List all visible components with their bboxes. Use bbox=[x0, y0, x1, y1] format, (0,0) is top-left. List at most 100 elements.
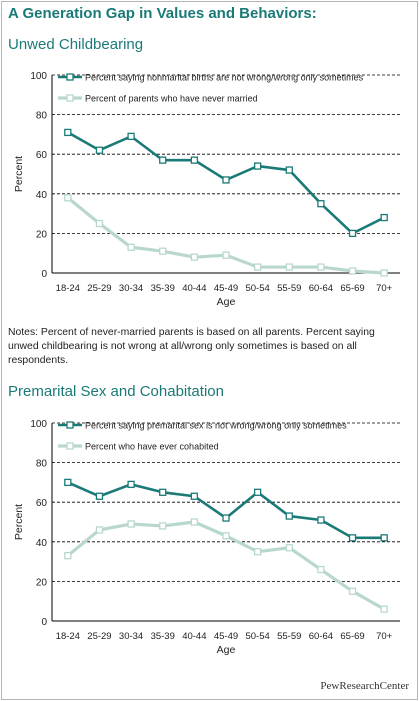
chart1-series-1-point bbox=[64, 128, 72, 137]
chart2-x-tick-label: 45-49 bbox=[214, 631, 238, 642]
chart2-x-tick-label: 65-69 bbox=[340, 631, 364, 642]
chart1-series-1-point bbox=[222, 176, 230, 184]
chart2-series-1-point bbox=[285, 512, 293, 520]
chart2-series-2-point bbox=[64, 552, 72, 560]
chart1-x-tick-label: 45-49 bbox=[214, 283, 238, 294]
chart2-y-tick-label: 0 bbox=[41, 617, 47, 628]
chart1-series-1-point bbox=[190, 156, 199, 164]
chart1-series-2-point bbox=[222, 251, 230, 259]
chart2-x-tick-label: 40-44 bbox=[182, 631, 206, 642]
chart2-y-axis-label: Percent bbox=[13, 504, 25, 540]
chart2-series-1-point bbox=[159, 488, 167, 496]
chart2-series-1-point bbox=[348, 534, 357, 542]
chart1-unwed-childbearing: 0 20 40 60 80 100 18-24 25-29 30-34 35-39 40-44 45-… bbox=[13, 71, 400, 308]
chart1-x-tick-label: 50-54 bbox=[245, 283, 269, 294]
chart2-x-axis-label: Age bbox=[217, 644, 236, 656]
chart1-legend-marker-2 bbox=[66, 94, 74, 102]
chart2-series-2-point bbox=[222, 532, 230, 540]
chart2-series-2-point bbox=[190, 518, 199, 526]
page-title: A Generation Gap in Values and Behaviors… bbox=[8, 5, 317, 22]
chart2-series-1-point bbox=[253, 488, 262, 496]
chart1-x-tick-label: 30-34 bbox=[119, 283, 143, 294]
chart2-series-2-point bbox=[127, 520, 135, 528]
chart2-y-tick-label: 40 bbox=[36, 538, 48, 549]
chart1-series-2-point bbox=[190, 253, 199, 261]
chart1-series-2-point bbox=[317, 263, 325, 271]
chart1-legend-entry-2: Percent of parents who have never marrie… bbox=[85, 94, 258, 104]
chart2-legend-entry-1: Percent saying premarital sex is not wro… bbox=[85, 421, 347, 431]
chart2-legend-marker-2 bbox=[66, 442, 74, 450]
chart2-series-1-point bbox=[317, 516, 325, 524]
chart1-y-axis-label: Percent bbox=[13, 156, 25, 192]
chart2-x-tick-label: 70+ bbox=[376, 631, 393, 642]
chart1-series-2-point bbox=[159, 247, 167, 255]
chart2-series-2-point bbox=[159, 522, 167, 530]
chart2-legend-entry-2: Percent who have ever cohabited bbox=[85, 442, 219, 452]
chart1-series-1-point bbox=[95, 146, 104, 154]
chart1-x-tick-label: 25-29 bbox=[87, 283, 111, 294]
chart2-series-1-line bbox=[67, 481, 385, 540]
chart1-series-1-point bbox=[348, 229, 357, 238]
chart1-series-2-point bbox=[127, 243, 135, 251]
chart2-series-2-point bbox=[348, 587, 357, 595]
chart2-x-tick-label: 50-54 bbox=[245, 631, 269, 642]
chart2-y-tick-label: 20 bbox=[36, 577, 48, 588]
chart1-x-tick-label: 65-69 bbox=[340, 283, 364, 294]
chart1-legend-marker-1 bbox=[66, 73, 74, 81]
chart2-y-tick-label: 80 bbox=[36, 459, 48, 470]
chart1-series-1-point bbox=[285, 166, 293, 174]
chart1-y-tick-label: 20 bbox=[36, 229, 48, 240]
chart2-series-2-point bbox=[317, 565, 325, 574]
chart2-x-tick-label: 55-59 bbox=[277, 631, 301, 642]
chart1-y-tick-label: 40 bbox=[36, 190, 48, 201]
chart2-series-1-point bbox=[190, 492, 199, 500]
chart2-legend-marker-1 bbox=[66, 421, 74, 429]
chart1-legend-entry-1: Percent saying nonmarital births are not… bbox=[85, 73, 364, 83]
source-credit: PewResearchCenter bbox=[320, 680, 409, 692]
chart1-x-tick-label: 35-39 bbox=[151, 283, 175, 294]
chart1-x-tick-label: 40-44 bbox=[182, 283, 206, 294]
chart1-x-tick-label: 60-64 bbox=[309, 283, 333, 294]
chart1-series-1-point bbox=[159, 156, 167, 164]
chart2-series-1-point bbox=[380, 534, 388, 542]
chart2-title: Premarital Sex and Cohabitation bbox=[8, 383, 224, 400]
chart1-x-tick-label: 55-59 bbox=[277, 283, 301, 294]
chart-notes: Notes: Percent of never-married parents … bbox=[8, 327, 375, 366]
chart1-x-axis-label: Age bbox=[217, 296, 236, 308]
chart1-series-2-point bbox=[285, 263, 293, 271]
chart1-series-2-line bbox=[66, 196, 385, 275]
chart2-series-1-point bbox=[64, 478, 72, 487]
chart1-y-tick-label: 80 bbox=[36, 111, 48, 122]
chart2-premarital-sex-cohabitation: 0 20 40 60 80 100 18-24 25-29 30-34 35-39 40-44 45-… bbox=[13, 419, 400, 656]
chart2-series-1-point bbox=[127, 480, 135, 489]
chart2-series-2-point bbox=[95, 526, 104, 534]
chart1-x-tick-label: 70+ bbox=[376, 283, 393, 294]
chart2-series-2-point bbox=[285, 544, 293, 552]
chart2-x-tick-label: 18-24 bbox=[56, 631, 80, 642]
chart1-x-tick-label: 18-24 bbox=[56, 283, 80, 294]
chart1-y-tick-label: 60 bbox=[36, 150, 48, 161]
chart2-x-tick-label: 60-64 bbox=[309, 631, 333, 642]
chart2-series-1-point bbox=[222, 514, 230, 522]
chart1-series-2-point bbox=[380, 269, 388, 277]
chart1-series-1-point bbox=[127, 132, 135, 141]
chart2-x-tick-label: 25-29 bbox=[87, 631, 111, 642]
chart2-x-tick-label: 35-39 bbox=[151, 631, 175, 642]
chart2-y-tick-label: 60 bbox=[36, 498, 48, 509]
chart1-series-1-point bbox=[317, 200, 325, 208]
chart1-y-tick-label: 0 bbox=[41, 269, 47, 280]
chart2-series-1-point bbox=[95, 492, 104, 500]
chart2-series-2-point bbox=[380, 605, 388, 613]
chart1-series-2-point bbox=[64, 194, 72, 202]
chart1-title: Unwed Childbearing bbox=[8, 36, 144, 53]
chart1-series-1-point bbox=[253, 162, 262, 170]
chart2-y-tick-label: 100 bbox=[30, 419, 47, 430]
chart2-x-tick-label: 30-34 bbox=[119, 631, 143, 642]
chart1-series-2-point bbox=[95, 219, 104, 228]
chart1-series-2-point bbox=[348, 267, 357, 275]
chart1-y-tick-label: 100 bbox=[30, 71, 47, 82]
chart1-series-1-point bbox=[380, 213, 388, 222]
chart2-series-2-point bbox=[253, 548, 262, 556]
chart1-series-2-point bbox=[253, 263, 262, 271]
